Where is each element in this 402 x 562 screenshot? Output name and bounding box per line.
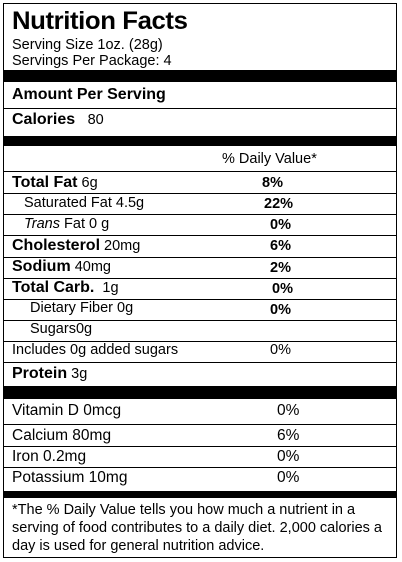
nutrient-dv: 0% [270,342,291,358]
nutrient-dv: 0% [270,302,291,318]
nutrient-dv: 0% [270,217,291,233]
vitamin-dv: 0% [277,448,300,465]
nutrient-name: Includes 0g added sugars [12,342,179,358]
nutrient-row-added-sugars: Includes 0g added sugars [12,342,178,358]
divider [4,467,396,468]
nutrient-name: Sodium [12,258,71,275]
divider [4,235,396,236]
nutrient-row-total-carb: Total Carb. 1g [12,279,119,297]
servings-per-package: Servings Per Package: 4 [12,53,172,69]
nutrient-dv: 22% [264,196,294,212]
amount-per-serving: Amount Per Serving [12,86,166,103]
nutrient-name: Saturated Fat [24,195,112,211]
nutrient-row-dietary-fiber: Dietary Fiber 0g [30,300,133,316]
nutrient-amount: 0g [75,321,93,337]
nutrient-name: Total Carb. [12,279,95,296]
thick-divider [4,70,396,82]
calories-value: 80 [87,112,104,128]
nutrient-name: Dietary Fiber [30,300,113,316]
divider [4,214,396,215]
divider [4,341,396,342]
vitamin-row-potassium: Potassium 10mg [12,469,128,486]
nutrient-amount: 1g [102,280,119,296]
thick-divider [4,136,396,146]
nutrient-row-trans-fat: Trans Fat 0 g [24,216,109,232]
nutrient-row-total-fat: Total Fat 6g [12,174,98,192]
nutrient-amount: 0 g [89,216,110,232]
nutrient-amount: 4.5g [115,195,145,211]
nutrient-dv: 6% [270,238,291,254]
divider [4,171,396,172]
nutrient-name: Protein [12,365,68,382]
nutrient-amount: 3g [71,366,88,382]
daily-value-header: % Daily Value* [222,151,317,167]
vitamin-dv: 0% [277,402,300,419]
nutrient-amount: 6g [81,175,98,191]
divider [4,278,396,279]
divider [4,320,396,321]
calories-row: Calories 80 [12,111,104,129]
divider [4,108,396,109]
nutrient-dv: 0% [272,281,293,297]
nutrient-amount: 20mg [104,238,141,254]
divider [4,193,396,194]
calories-label: Calories [12,111,76,128]
vitamin-dv: 0% [277,469,300,486]
nutrient-dv: 2% [270,260,291,276]
nutrient-amount: 0g [117,300,134,316]
nutrient-row-cholesterol: Cholesterol 20mg [12,237,140,255]
nutrient-row-protein: Protein 3g [12,365,87,383]
vitamin-row-calcium: Calcium 80mg [12,427,112,444]
nutrient-name: Cholesterol [12,237,101,254]
serving-size: Serving Size 1oz. (28g) [12,37,163,53]
nutrient-name: Sugars [30,321,76,337]
nutrition-facts-label: Nutrition Facts Serving Size 1oz. (28g) … [3,3,397,558]
divider [4,257,396,258]
nutrient-row-sugars: Sugars0g [30,321,92,337]
divider [4,299,396,300]
divider [4,424,396,425]
vitamin-row-vitamin-d: Vitamin D 0mcg [12,402,122,419]
nutrient-dv: 8% [262,175,283,191]
thick-divider [4,491,396,498]
nutrient-name: Fat [64,216,85,232]
vitamin-row-iron: Iron 0.2mg [12,448,87,465]
nutrient-amount: 40mg [74,259,111,275]
divider [4,446,396,447]
daily-value-footnote: *The % Daily Value tells you how much a … [12,502,382,554]
nutrient-row-saturated-fat: Saturated Fat 4.5g [24,195,144,211]
nutrient-name-italic: Trans [24,216,60,232]
nutrient-name: Total Fat [12,174,78,191]
label-title: Nutrition Facts [12,7,188,35]
divider [4,362,396,363]
thick-divider [4,386,396,399]
vitamin-dv: 6% [277,427,300,444]
nutrient-row-sodium: Sodium 40mg [12,258,111,276]
